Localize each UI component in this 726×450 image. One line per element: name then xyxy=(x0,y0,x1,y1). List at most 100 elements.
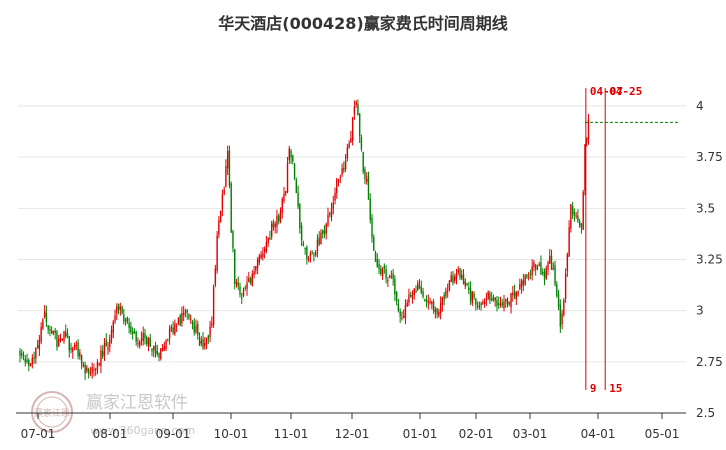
x-tick-label: 11-01 xyxy=(274,427,309,441)
candle-body xyxy=(455,274,458,280)
candle-body xyxy=(172,327,174,333)
x-tick-label: 10-01 xyxy=(214,427,249,441)
candle xyxy=(343,161,345,174)
candle-body xyxy=(167,340,169,342)
candle xyxy=(26,353,28,364)
candle xyxy=(228,145,231,189)
candle xyxy=(464,278,466,290)
candle xyxy=(311,250,313,255)
candle xyxy=(133,328,136,335)
candle-body xyxy=(519,284,521,290)
candle xyxy=(54,327,56,340)
candle xyxy=(417,280,419,291)
candle xyxy=(552,262,554,271)
candle xyxy=(182,305,185,322)
candle-body xyxy=(367,175,370,200)
candle-body xyxy=(121,306,123,314)
candle xyxy=(131,327,134,340)
candle xyxy=(265,235,268,254)
candle xyxy=(385,265,387,284)
candle-body xyxy=(163,346,166,350)
candle xyxy=(299,203,301,234)
candle xyxy=(116,303,118,321)
candle-body xyxy=(73,344,76,348)
candle-body xyxy=(160,348,162,359)
candle xyxy=(221,189,224,217)
candle-body xyxy=(494,297,496,301)
candle-body xyxy=(373,237,375,251)
x-tick-label: 12-01 xyxy=(335,427,370,441)
candle-body xyxy=(512,293,514,296)
candle-body xyxy=(510,293,512,308)
candle xyxy=(540,255,542,275)
candle-body xyxy=(499,303,502,305)
candle xyxy=(406,299,408,308)
y-tick-label: 3.5 xyxy=(696,201,715,215)
candle-body xyxy=(179,315,181,326)
candle xyxy=(556,281,558,298)
candle xyxy=(519,278,521,291)
candle-body xyxy=(138,341,141,346)
candle xyxy=(330,202,333,222)
candle xyxy=(353,100,356,120)
candle xyxy=(436,307,438,319)
candle xyxy=(510,292,512,314)
candle-body xyxy=(527,276,530,278)
candle xyxy=(114,309,116,324)
candle xyxy=(578,218,581,228)
candle xyxy=(167,338,169,342)
candle xyxy=(584,144,586,196)
candle-body xyxy=(411,294,414,299)
candle-body xyxy=(91,367,93,373)
candle-body xyxy=(68,336,70,351)
candle-body xyxy=(344,160,347,170)
candle-body xyxy=(232,231,234,249)
candle-body xyxy=(211,323,213,326)
candle xyxy=(59,333,62,343)
candle xyxy=(329,211,331,218)
candle-body xyxy=(278,215,280,221)
candle-body xyxy=(417,282,419,291)
candle-body xyxy=(420,287,422,293)
candle-body xyxy=(226,151,229,169)
candle-body xyxy=(586,138,588,144)
candle-body xyxy=(415,290,417,293)
candle xyxy=(314,249,317,257)
candle xyxy=(246,276,248,296)
candle-body xyxy=(285,191,287,194)
candle xyxy=(526,274,528,279)
candle xyxy=(195,319,197,334)
candle-body xyxy=(329,213,331,215)
candle xyxy=(490,291,493,302)
candle-body xyxy=(21,353,23,356)
candle-body xyxy=(376,259,378,267)
candle-body xyxy=(501,302,503,306)
candle-body xyxy=(346,147,349,159)
candle-body xyxy=(564,273,567,299)
x-tick-label: 07-01 xyxy=(21,427,56,441)
y-tick-label: 2.5 xyxy=(696,406,715,420)
candle-body xyxy=(307,258,310,261)
chart-title: 华天酒店(000428)赢家费氏时间周期线 xyxy=(218,14,508,33)
candle xyxy=(202,332,204,350)
candle-body xyxy=(439,303,442,314)
x-tick-label: 01-01 xyxy=(403,427,438,441)
candle xyxy=(466,282,468,287)
candle xyxy=(571,201,574,220)
candle xyxy=(126,316,129,325)
candle-body xyxy=(394,278,396,295)
candle-body xyxy=(380,268,382,275)
candle xyxy=(110,325,113,344)
candle xyxy=(241,292,243,304)
candle-body xyxy=(485,299,488,301)
candle-body xyxy=(339,177,342,179)
candle-body xyxy=(452,275,454,284)
candle xyxy=(272,219,275,231)
candle-body xyxy=(577,216,579,222)
candle xyxy=(512,286,514,302)
candle-body xyxy=(256,259,259,269)
candle xyxy=(123,308,125,325)
candle-body xyxy=(584,144,586,191)
candle-body xyxy=(246,282,248,289)
candle-body xyxy=(188,314,190,319)
